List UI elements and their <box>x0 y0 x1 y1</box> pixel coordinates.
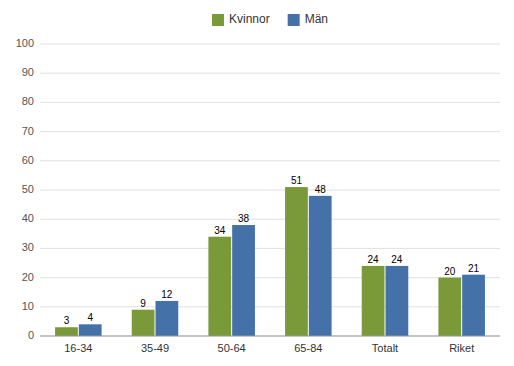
grid-line <box>40 44 500 45</box>
bar <box>208 237 231 336</box>
data-label: 24 <box>391 254 403 265</box>
grid-line <box>40 102 500 103</box>
grid-line <box>40 73 500 74</box>
data-label: 12 <box>161 289 173 300</box>
legend: Kvinnor Män <box>212 12 328 26</box>
data-labels: 3 9 34 51 24 20 4 12 38 48 24 21 <box>64 175 480 326</box>
x-tick-label: Totalt <box>372 342 398 354</box>
data-label: 4 <box>87 312 93 323</box>
data-label: 34 <box>214 225 226 236</box>
legend-label: Män <box>305 12 328 26</box>
y-tick-label: 20 <box>22 271 34 283</box>
chart-container: 0 10 20 30 40 50 60 70 80 90 100 16-34 35-49 50-64 65-… <box>0 0 514 366</box>
legend-item: Män <box>288 12 328 26</box>
x-tick-label: 50-64 <box>218 342 246 354</box>
bar <box>309 196 332 336</box>
y-tick-label: 60 <box>22 154 34 166</box>
legend-swatch <box>288 14 300 26</box>
bar <box>156 301 179 336</box>
bar <box>285 187 308 336</box>
bar <box>79 324 102 336</box>
chart: 0 10 20 30 40 50 60 70 80 90 100 16-34 35-49 50-64 65-… <box>0 0 514 366</box>
y-tick-label: 30 <box>22 241 34 253</box>
x-tick-label: 65-84 <box>294 342 322 354</box>
legend-swatch <box>212 14 224 26</box>
data-label: 24 <box>368 254 380 265</box>
data-label: 9 <box>140 298 146 309</box>
bars <box>55 187 485 336</box>
y-tick-label: 40 <box>22 212 34 224</box>
data-label: 21 <box>468 263 480 274</box>
grid-line <box>40 219 500 220</box>
data-label: 38 <box>238 213 250 224</box>
x-tick-label: 35-49 <box>141 342 169 354</box>
data-label: 3 <box>64 315 70 326</box>
grid-line <box>40 277 500 278</box>
bar <box>55 327 78 336</box>
y-tick-label: 90 <box>22 66 34 78</box>
data-label: 20 <box>444 266 456 277</box>
bar <box>438 278 461 336</box>
bar <box>386 266 409 336</box>
x-axis-line <box>40 336 500 337</box>
data-label: 48 <box>315 184 327 195</box>
grid-line <box>40 248 500 249</box>
y-tick-label: 100 <box>16 37 34 49</box>
legend-item: Kvinnor <box>212 12 270 26</box>
x-axis: 16-34 35-49 50-64 65-84 Totalt Riket <box>40 336 500 354</box>
y-tick-label: 0 <box>28 329 34 341</box>
x-tick-label: Riket <box>449 342 474 354</box>
y-tick-label: 70 <box>22 125 34 137</box>
y-tick-label: 50 <box>22 183 34 195</box>
bar <box>362 266 385 336</box>
y-tick-label: 80 <box>22 95 34 107</box>
y-axis: 0 10 20 30 40 50 60 70 80 90 100 <box>16 37 500 341</box>
grid-line <box>40 131 500 132</box>
legend-label: Kvinnor <box>229 12 270 26</box>
bar <box>132 310 155 336</box>
bar <box>462 275 485 336</box>
grid-line <box>40 190 500 191</box>
x-tick-label: 16-34 <box>64 342 92 354</box>
grid-line <box>40 306 500 307</box>
grid-line <box>40 336 500 337</box>
y-tick-label: 10 <box>22 300 34 312</box>
grid-line <box>40 160 500 161</box>
bar <box>232 225 255 336</box>
data-label: 51 <box>291 175 303 186</box>
